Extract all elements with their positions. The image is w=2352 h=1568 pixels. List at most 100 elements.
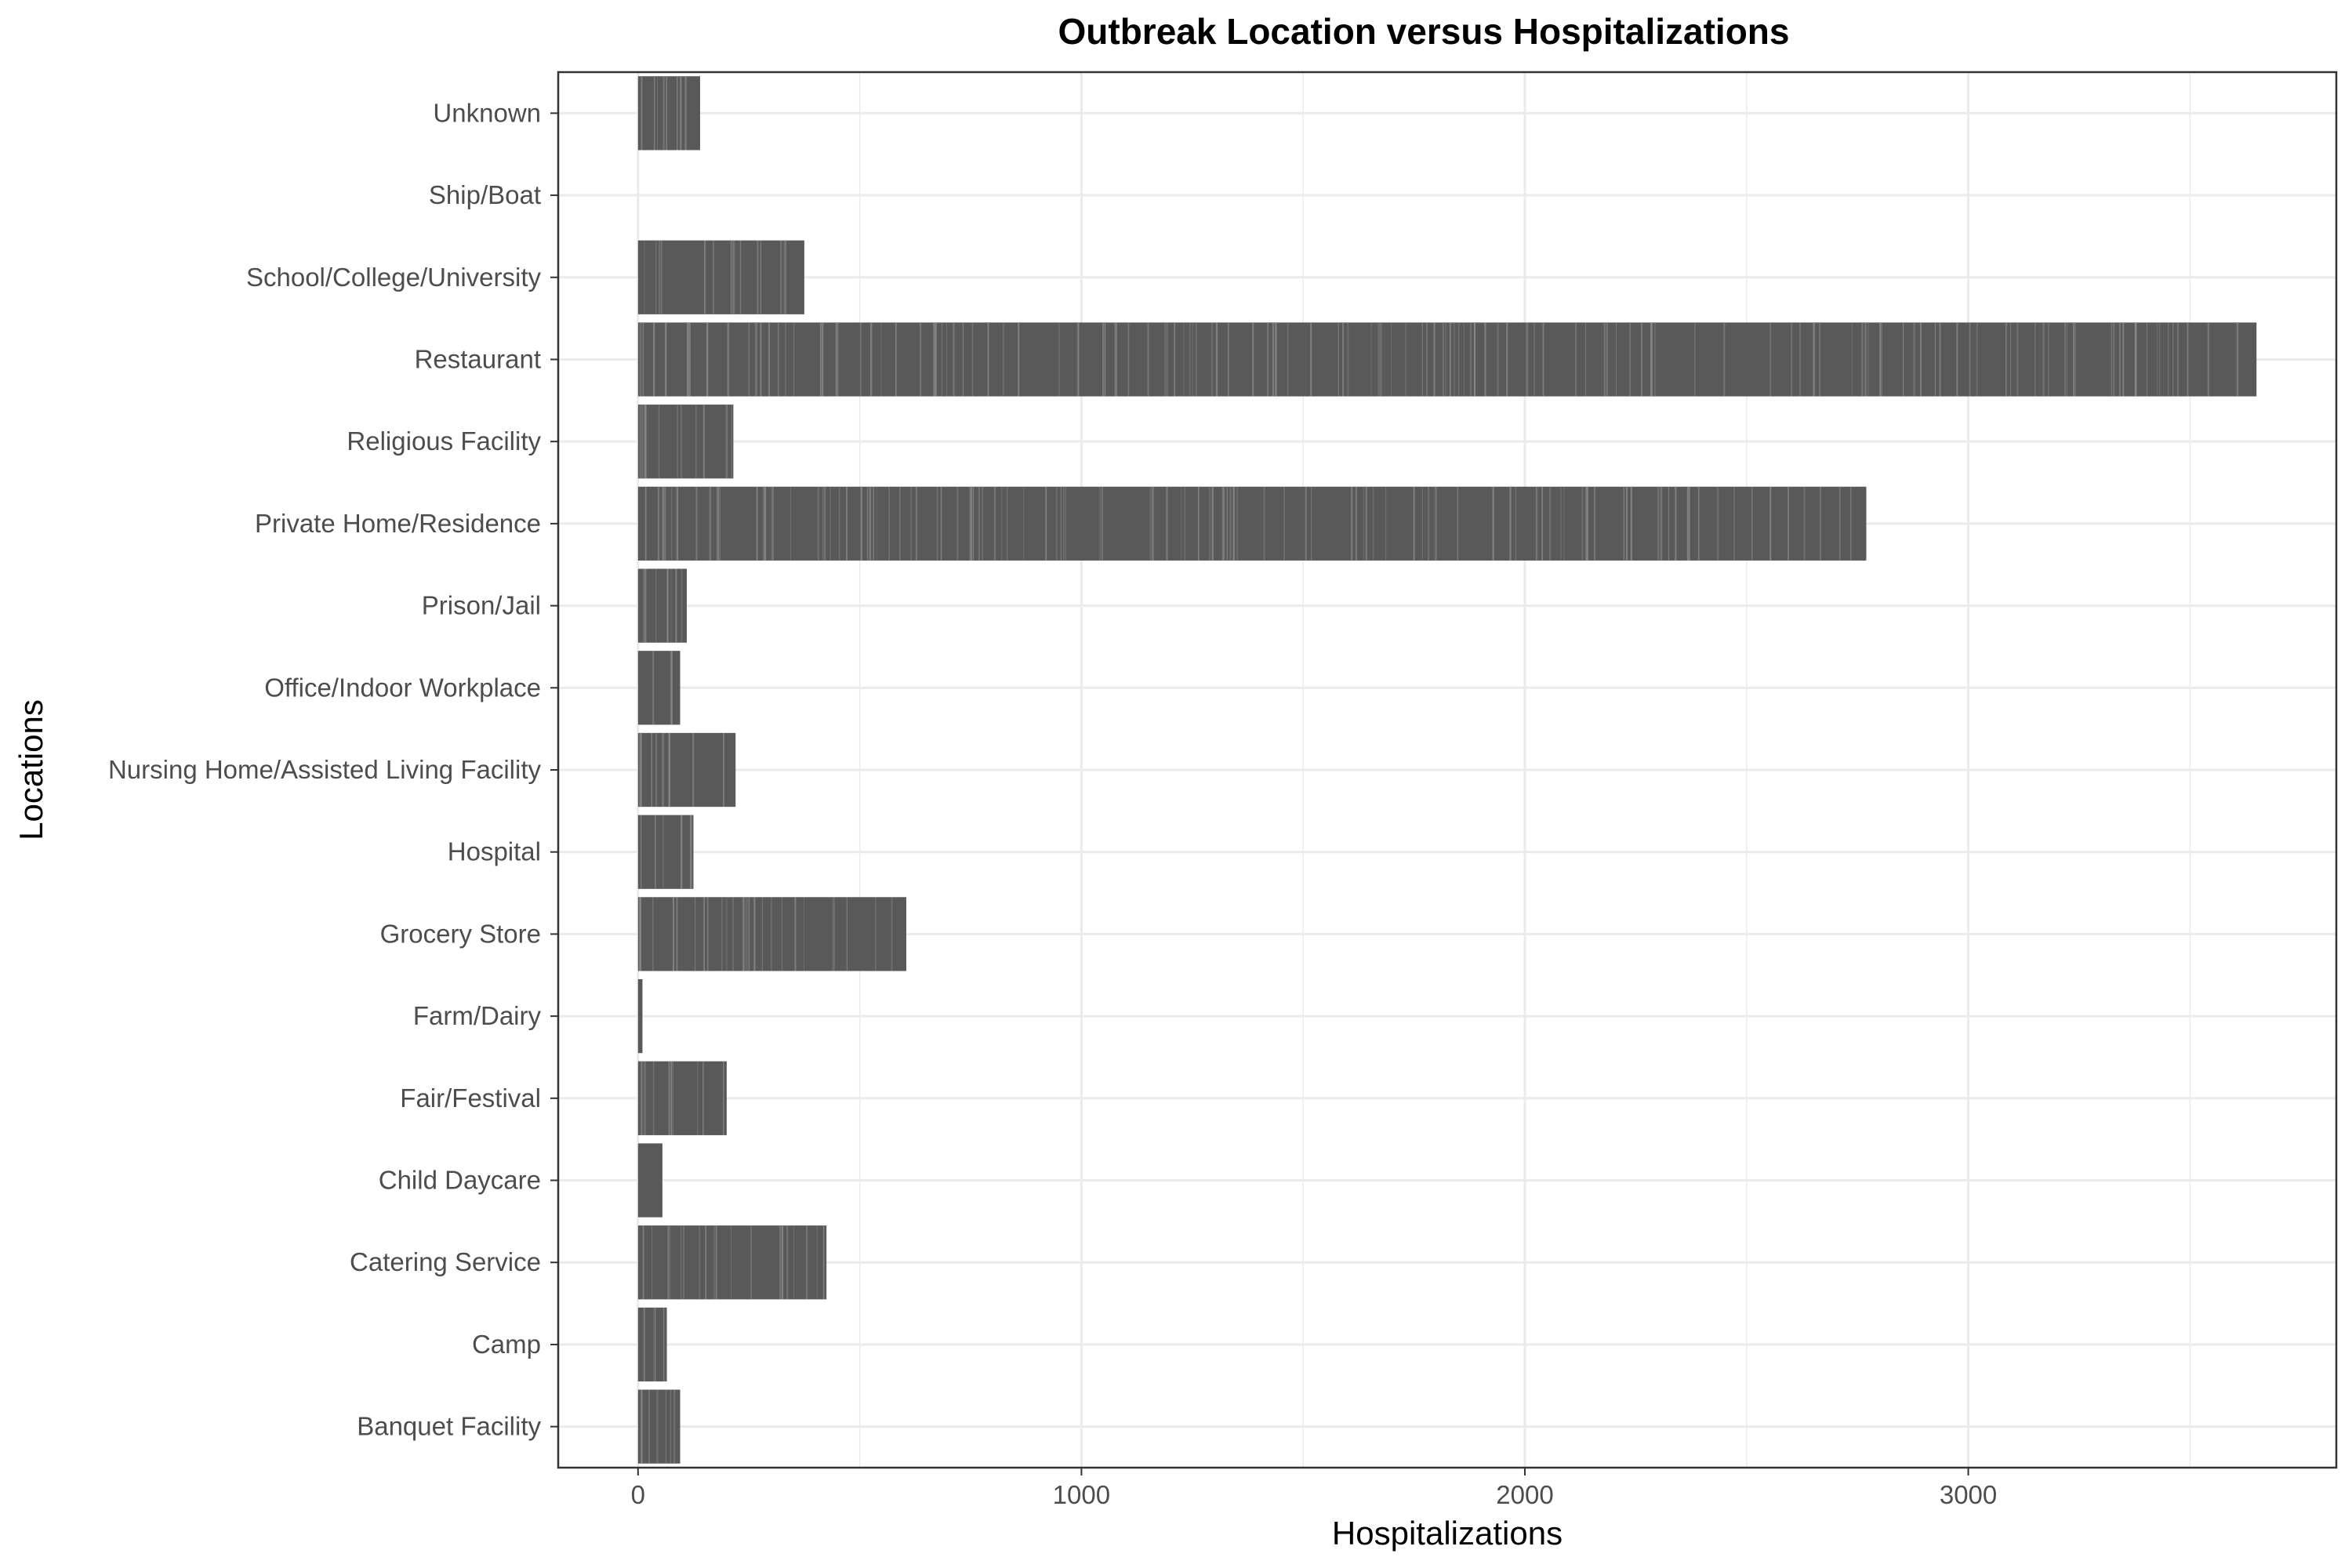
bar-segment [670, 1389, 672, 1464]
bar-segment [1686, 486, 1690, 561]
bar-segment [1263, 486, 1265, 561]
bar-segment [760, 240, 762, 314]
bar [637, 568, 688, 643]
bar-segment [1174, 322, 1175, 397]
bar-segment [639, 322, 641, 397]
bar-segment [1616, 322, 1617, 397]
bar-segment [763, 486, 765, 561]
bar-segment [1445, 322, 1446, 397]
bar-segment [1287, 322, 1289, 397]
bar-segment [941, 322, 943, 397]
y-tick-label: Nursing Home/Assisted Living Facility [108, 755, 542, 784]
bar-segment [644, 1061, 646, 1135]
bar-segment [728, 322, 730, 397]
bar [637, 240, 804, 314]
bar-segment [935, 322, 937, 397]
y-tick-label: Private Home/Residence [255, 509, 541, 538]
bar-segment [1421, 322, 1423, 397]
bar-segment [1976, 322, 1978, 397]
bar-segment [1920, 322, 1922, 397]
bar-segment [662, 76, 665, 151]
bar-segment [1342, 322, 1345, 397]
bar-segment [1939, 322, 1941, 397]
bar-group [637, 405, 734, 479]
bar-segment [666, 568, 669, 643]
bar-segment [768, 322, 770, 397]
bar-segment [1769, 486, 1772, 561]
bar-segment [716, 486, 718, 561]
bar-segment [1147, 322, 1149, 397]
bar-segment [670, 1061, 672, 1135]
bar-segment [720, 897, 723, 971]
bar-segment [2005, 322, 2007, 397]
bar-segment [1229, 486, 1232, 561]
bar-segment [1166, 322, 1168, 397]
bar-segment [822, 1225, 825, 1300]
bar-segment [757, 240, 759, 314]
bar-segment [1001, 486, 1003, 561]
bar-segment [1651, 322, 1653, 397]
bar-segment [875, 897, 877, 971]
bar-segment [1864, 322, 1867, 397]
bar-segment [1351, 486, 1353, 561]
bar-segment [662, 486, 664, 561]
bar-segment [1542, 322, 1544, 397]
bar-segment [973, 486, 975, 561]
bar-group [637, 76, 700, 151]
bar-segment [1515, 486, 1516, 561]
bar-segment [1813, 322, 1815, 397]
bar-segment [1723, 322, 1726, 397]
bar-segment [835, 322, 837, 397]
bar-segment [702, 405, 705, 479]
bar-segment [1152, 486, 1154, 561]
bar [637, 1389, 681, 1464]
bar-segment [2177, 322, 2179, 397]
bar-segment [639, 732, 641, 808]
bar-segment [866, 486, 869, 561]
bar-segment [1058, 322, 1060, 397]
y-tick-label: Unknown [433, 98, 541, 127]
bar-segment [962, 322, 964, 397]
bar-segment [1606, 322, 1608, 397]
bar-segment [1197, 486, 1200, 561]
bar-segment [1935, 322, 1936, 397]
bar-segment [1252, 322, 1254, 397]
bar-segment [1526, 322, 1529, 397]
bar-segment [822, 486, 824, 561]
bar-segment [1549, 486, 1552, 561]
bar-segment [654, 76, 655, 151]
bar-segment [1733, 486, 1735, 561]
bar-segment [793, 1225, 795, 1300]
bar-segment [1116, 322, 1117, 397]
bar-segment [794, 897, 797, 971]
bar-segment [2235, 322, 2237, 397]
bar-segment [869, 486, 872, 561]
bar-segment [645, 568, 647, 643]
bar-segment [1803, 486, 1806, 561]
bar-segment [1211, 486, 1214, 561]
bar-segment [2119, 322, 2121, 397]
y-tick-label: Child Daycare [379, 1166, 541, 1195]
bar-segment [641, 1389, 643, 1464]
bar-segment [982, 486, 983, 561]
bar-segment [663, 1307, 665, 1382]
bar-segment [1055, 486, 1058, 561]
bar-segment [657, 486, 659, 561]
bar-segment [666, 76, 667, 151]
bar-segment [677, 486, 679, 561]
bar-segment [1660, 486, 1662, 561]
bar-segment [1537, 486, 1538, 561]
bar-segment [1838, 486, 1841, 561]
bar-segment [1310, 322, 1312, 397]
bar [637, 979, 643, 1054]
bar-segment [644, 568, 646, 643]
bar-segment [1449, 322, 1451, 397]
bar-segment [1215, 322, 1218, 397]
bar-segment [1474, 322, 1475, 397]
bar-segment [750, 1225, 752, 1300]
bar-segment [1629, 322, 1631, 397]
bar-segment [780, 240, 782, 314]
bar-segment [1413, 486, 1415, 561]
bar-group [637, 1225, 827, 1300]
